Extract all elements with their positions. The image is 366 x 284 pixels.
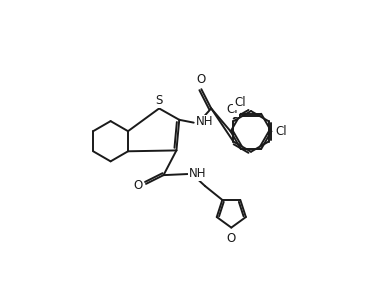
Text: S: S xyxy=(156,94,163,107)
Text: O: O xyxy=(196,73,205,86)
Text: NH: NH xyxy=(196,116,213,128)
Text: Cl: Cl xyxy=(227,103,238,116)
Text: O: O xyxy=(134,179,143,192)
Text: O: O xyxy=(227,232,236,245)
Text: Cl: Cl xyxy=(234,96,246,109)
Text: Cl: Cl xyxy=(275,125,287,138)
Text: NH: NH xyxy=(188,167,206,180)
